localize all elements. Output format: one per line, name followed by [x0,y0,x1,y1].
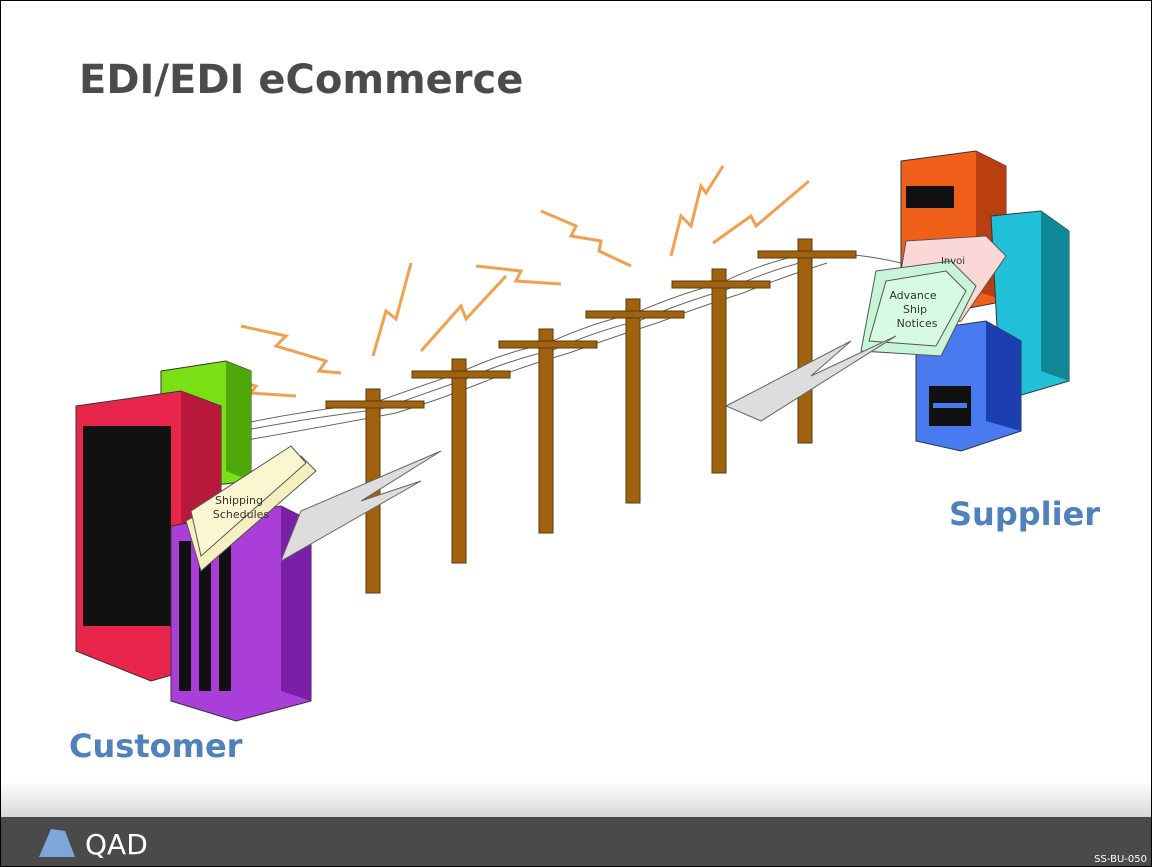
footer-fade [1,781,1151,817]
document-line: Shipping [215,494,263,507]
footer-bar [1,817,1151,866]
customer-label: Customer [69,727,243,765]
document-line: Advance [889,289,937,302]
logo-text: QAD [85,828,148,861]
title: EDI/EDI eCommerce [79,57,523,103]
document-line: Ship [903,303,927,316]
poles [326,239,856,593]
slide-code: SS-BU-050 [1094,854,1147,865]
invoice-label: Invoi [941,256,965,267]
supplier-label: Supplier [949,495,1100,533]
diagram: EDI/EDI eCommerce [1,1,1151,866]
slide: EDI/EDI eCommerce [0,0,1152,867]
document-line: Schedules [213,508,270,521]
document-line: Notices [897,317,938,330]
shipping-document-label: Shipping Schedules [213,494,270,521]
